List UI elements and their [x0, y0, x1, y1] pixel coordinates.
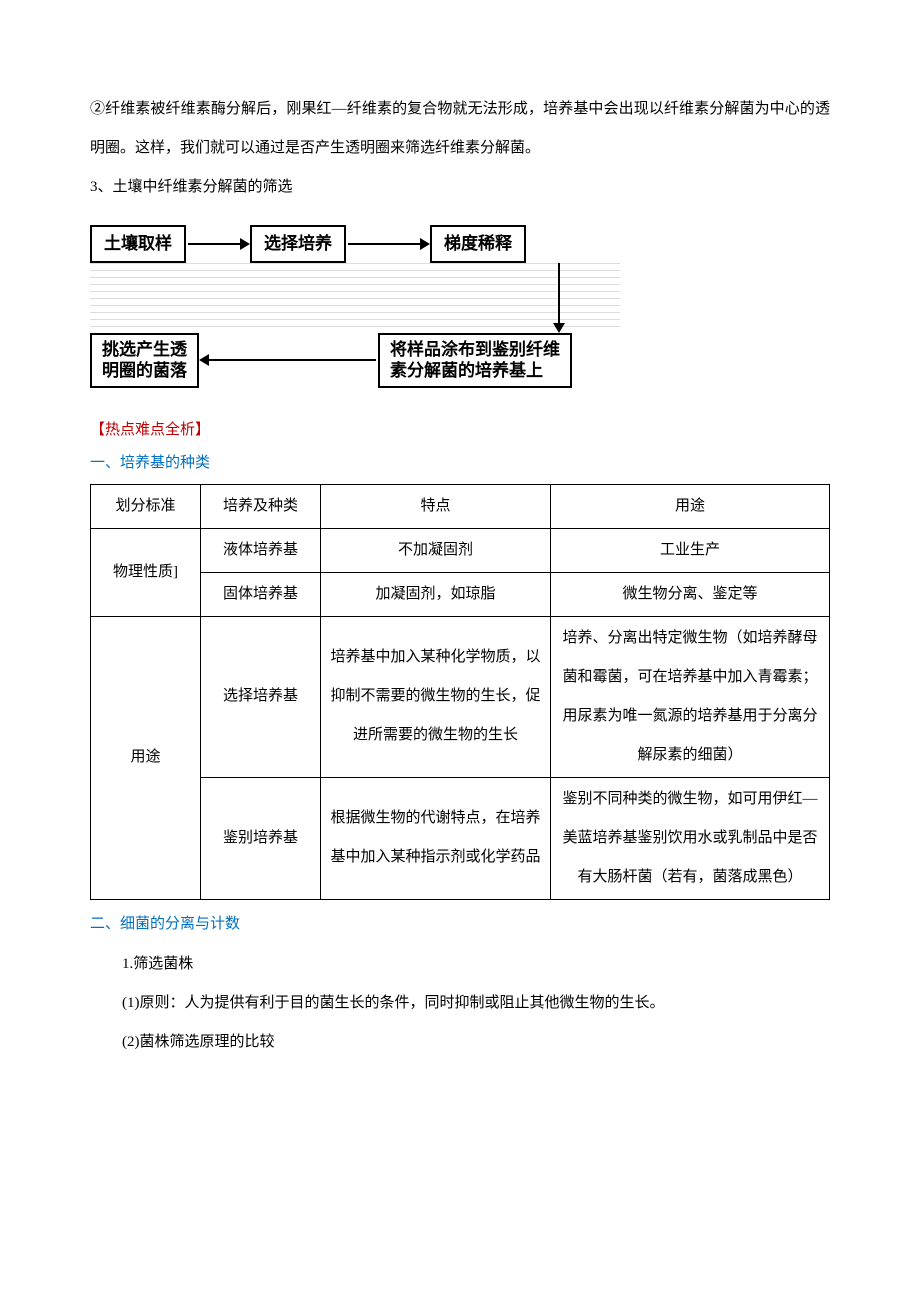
th-usage: 用途: [551, 484, 830, 528]
arrow-down-icon: [558, 263, 560, 331]
cell-physical: 物理性质]: [91, 528, 201, 616]
cell-solid: 固体培养基: [201, 572, 321, 616]
table-row: 固体培养基 加凝固剂，如琼脂 微生物分离、鉴定等: [91, 572, 830, 616]
flow-row-bottom: 挑选产生透 明圈的菌落 将样品涂布到鉴别纤维 素分解菌的培养基上: [90, 333, 620, 388]
table-row: 用途 选择培养基 培养基中加入某种化学物质，以抑制不需要的微生物的生长，促进所需…: [91, 616, 830, 777]
cell-agar: 加凝固剂，如琼脂: [321, 572, 551, 616]
cell-liquid: 液体培养基: [201, 528, 321, 572]
flow-box-soil-sample: 土壤取样: [90, 225, 186, 263]
flow-mid-area: [90, 263, 620, 333]
section-1-title: 一、培养基的种类: [90, 451, 830, 472]
arrow-right-icon: [348, 243, 428, 245]
culture-medium-table: 划分标准 培养及种类 特点 用途 物理性质] 液体培养基 不加凝固剂 工业生产 …: [90, 484, 830, 900]
arrow-right-icon: [188, 243, 248, 245]
intro-paragraph-1: ②纤维素被纤维素酶分解后，刚果红—纤维素的复合物就无法形成，培养基中会出现以纤维…: [90, 90, 830, 168]
cell-identify-feature: 根据微生物的代谢特点，在培养基中加入某种指示剂或化学药品: [321, 777, 551, 899]
cell-no-solidifier: 不加凝固剂: [321, 528, 551, 572]
arrow-left-icon: [201, 359, 376, 361]
cell-usage: 用途: [91, 616, 201, 899]
cell-identify-use: 鉴别不同种类的微生物，如可用伊红—美蓝培养基鉴别饮用水或乳制品中是否有大肠杆菌（…: [551, 777, 830, 899]
list-item-3: (2)菌株筛选原理的比较: [122, 1023, 830, 1062]
cell-industry: 工业生产: [551, 528, 830, 572]
intro-paragraph-2: 3、土壤中纤维素分解菌的筛选: [90, 168, 830, 207]
flow-box-select-culture: 选择培养: [250, 225, 346, 263]
cell-identify-medium: 鉴别培养基: [201, 777, 321, 899]
flow-row-top: 土壤取样 选择培养 梯度稀释: [90, 225, 620, 263]
th-standard: 划分标准: [91, 484, 201, 528]
table-row: 物理性质] 液体培养基 不加凝固剂 工业生产: [91, 528, 830, 572]
list-item-2: (1)原则：人为提供有利于目的菌生长的条件，同时抑制或阻止其他微生物的生长。: [122, 984, 830, 1023]
table-header-row: 划分标准 培养及种类 特点 用途: [91, 484, 830, 528]
flowchart: 土壤取样 选择培养 梯度稀释 挑选产生透 明圈的菌落 将样品涂布到鉴别纤维 素分…: [90, 225, 620, 388]
section-hot-difficult: 【热点难点全析】: [90, 418, 830, 439]
section-2-title: 二、细菌的分离与计数: [90, 912, 830, 933]
cell-select-feature: 培养基中加入某种化学物质，以抑制不需要的微生物的生长，促进所需要的微生物的生长: [321, 616, 551, 777]
table-row: 鉴别培养基 根据微生物的代谢特点，在培养基中加入某种指示剂或化学药品 鉴别不同种…: [91, 777, 830, 899]
cell-isolate: 微生物分离、鉴定等: [551, 572, 830, 616]
cell-select-use: 培养、分离出特定微生物（如培养酵母菌和霉菌，可在培养基中加入青霉素；用尿素为唯一…: [551, 616, 830, 777]
flow-box-pick-colony: 挑选产生透 明圈的菌落: [90, 333, 199, 388]
flow-box-pick-line2: 明圈的菌落: [102, 361, 187, 380]
flow-box-gradient-dilute: 梯度稀释: [430, 225, 526, 263]
list-item-1: 1.筛选菌株: [122, 945, 830, 984]
th-type: 培养及种类: [201, 484, 321, 528]
flow-box-spread-plate: 将样品涂布到鉴别纤维 素分解菌的培养基上: [378, 333, 572, 388]
flow-box-spread-line1: 将样品涂布到鉴别纤维: [390, 340, 560, 359]
flow-box-pick-line1: 挑选产生透: [102, 340, 187, 359]
cell-select-medium: 选择培养基: [201, 616, 321, 777]
flow-box-spread-line2: 素分解菌的培养基上: [390, 361, 543, 380]
list-block: 1.筛选菌株 (1)原则：人为提供有利于目的菌生长的条件，同时抑制或阻止其他微生…: [90, 945, 830, 1062]
th-feature: 特点: [321, 484, 551, 528]
